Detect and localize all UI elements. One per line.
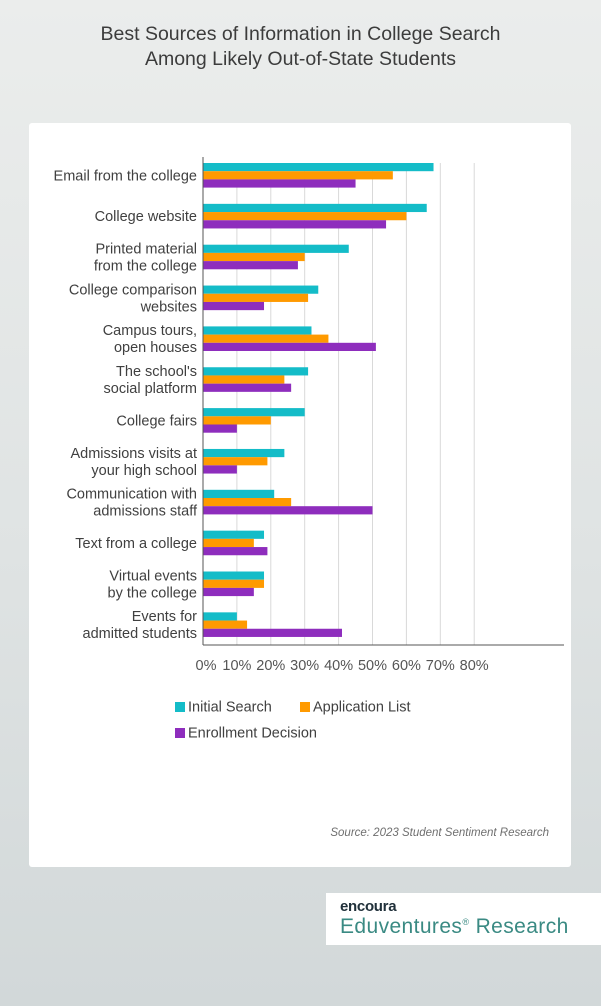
source-note: Source: 2023 Student Sentiment Research: [330, 827, 549, 839]
bar: [203, 252, 305, 262]
bar: [203, 571, 265, 580]
legend-label: Application List: [313, 700, 411, 716]
bar: [203, 538, 254, 548]
category-label: College website: [95, 209, 197, 225]
bar: [203, 212, 407, 221]
bar: [203, 203, 427, 213]
bar: [203, 612, 237, 621]
bar: [203, 179, 356, 188]
bar: [203, 465, 237, 474]
x-tick-label: 30%: [290, 658, 319, 674]
logo-unit: Research: [469, 915, 569, 938]
bar: [203, 547, 268, 556]
bar: [203, 457, 268, 466]
bar: [203, 326, 312, 335]
bar: [203, 530, 265, 539]
bar: [203, 506, 373, 515]
category-label: from the college: [94, 259, 197, 275]
category-label: websites: [140, 299, 197, 315]
bar: [203, 293, 309, 302]
category-label: admitted students: [83, 626, 197, 642]
bar: [203, 342, 376, 351]
logo-division: Eduventures: [340, 915, 463, 938]
bar-chart: 0% 10% 20% 30% 40% 50% 60% 70% 80% Email from the…: [54, 157, 564, 742]
x-tick-label: 50%: [358, 658, 387, 674]
chart-title-line-2: Among Likely Out-of-State Students: [144, 48, 457, 70]
category-label: by the college: [108, 585, 197, 601]
category-label: Admissions visits at: [70, 446, 197, 462]
category-label: College comparison: [69, 282, 197, 298]
category-label: Text from a college: [75, 536, 197, 552]
encoura-logo-text: encoura: [340, 898, 397, 915]
category-label: Printed material: [95, 242, 197, 258]
category-label: Events for: [132, 609, 197, 625]
x-tick-label: 60%: [392, 658, 421, 674]
x-tick-label: 40%: [324, 658, 353, 674]
bar: [203, 579, 265, 588]
bar: [203, 285, 319, 294]
x-tick-label: 20%: [256, 658, 285, 674]
category-label: Virtual events: [109, 568, 197, 584]
legend-label: Enrollment Decision: [188, 726, 317, 742]
x-tick-label: 10%: [222, 658, 251, 674]
chart-card: 0% 10% 20% 30% 40% 50% 60% 70% 80% Email from the…: [29, 123, 571, 867]
category-label: admissions staff: [93, 504, 198, 520]
bar: [203, 244, 349, 253]
category-label: Email from the college: [54, 168, 197, 184]
bar: [203, 489, 275, 498]
category-label: social platform: [104, 381, 197, 397]
bar: [203, 171, 393, 180]
eduventures-logo: encoura Eduventures® Research: [326, 893, 601, 945]
x-tick-label: 0%: [196, 658, 217, 674]
bar: [203, 261, 298, 270]
category-label: The school's: [116, 364, 197, 380]
legend-swatch: [175, 728, 185, 738]
bar: [203, 498, 292, 507]
category-label: your high school: [91, 463, 197, 479]
chart-title-line-1: Best Sources of Information in College S…: [100, 23, 501, 45]
category-label: Communication with: [66, 487, 197, 503]
logo-registered: ®: [462, 917, 470, 927]
x-tick-label: 80%: [460, 658, 489, 674]
bar: [203, 448, 285, 458]
bar: [203, 334, 329, 343]
category-label: College fairs: [116, 413, 197, 429]
bar: [203, 383, 292, 392]
bar: [203, 587, 254, 597]
eduventures-research-logo-text: Eduventures® Research: [340, 915, 569, 939]
bar: [203, 375, 285, 384]
x-tick-label: 70%: [426, 658, 455, 674]
bar: [203, 220, 387, 229]
bar: [203, 301, 265, 311]
category-label: Campus tours,: [103, 323, 197, 339]
bar: [203, 163, 434, 172]
legend-swatch: [175, 702, 185, 712]
bar: [203, 620, 248, 629]
bar: [203, 416, 271, 425]
legend-swatch: [300, 702, 310, 712]
bar: [203, 367, 309, 376]
legend-label: Initial Search: [188, 700, 272, 716]
chart-title: Best Sources of Information in College S…: [0, 22, 601, 72]
bar: [203, 424, 237, 433]
bar: [203, 628, 342, 637]
bar: [203, 408, 305, 417]
category-label: open houses: [114, 340, 197, 356]
